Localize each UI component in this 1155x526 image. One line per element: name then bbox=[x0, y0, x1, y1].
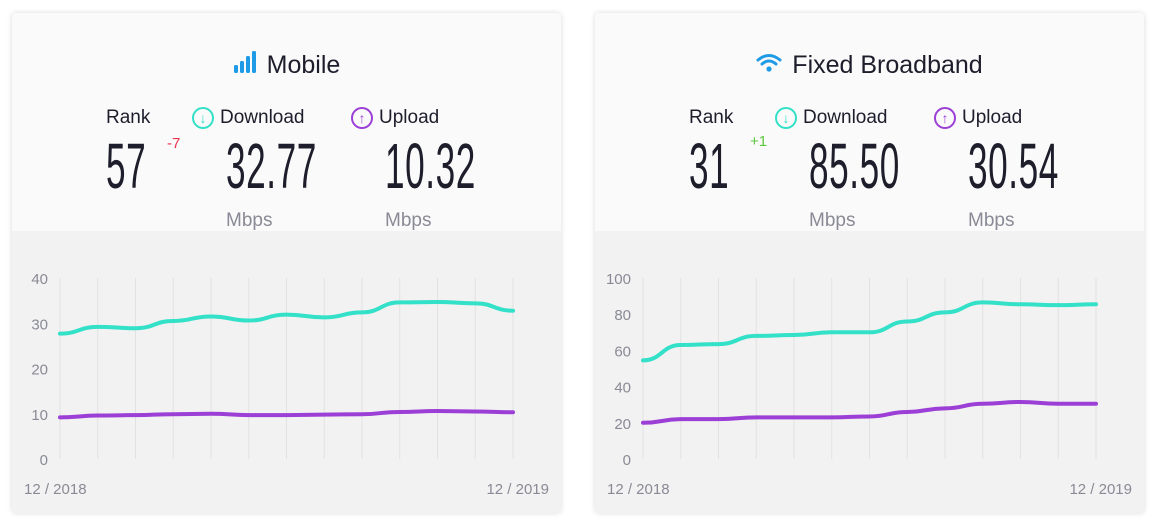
download-value: 32.77 bbox=[226, 130, 317, 202]
y-tick-label: 30 bbox=[31, 316, 48, 333]
download-label: Download bbox=[220, 107, 305, 128]
y-tick-label: 10 bbox=[31, 407, 48, 424]
x-tick-label: 12 / 2018 bbox=[607, 481, 670, 498]
wifi-icon bbox=[756, 51, 782, 80]
download-series-line bbox=[58, 299, 515, 336]
fixed-broadband-card: Fixed Broadband Rank 31 +1 ↓ Download 85.… bbox=[595, 13, 1144, 513]
card-title-text: Fixed Broadband bbox=[792, 51, 983, 79]
rank-change: +1 bbox=[750, 133, 768, 150]
rank-metric: Rank 31 bbox=[689, 106, 762, 198]
download-metric: ↓ Download 32.77 Mbps bbox=[192, 106, 391, 231]
y-tick-label: 60 bbox=[614, 343, 631, 360]
upload-value: 30.54 bbox=[968, 130, 1059, 202]
rank-change: -7 bbox=[167, 135, 181, 152]
card-title: Fixed Broadband bbox=[595, 51, 1144, 80]
card-header: Fixed Broadband Rank 31 +1 ↓ Download 85.… bbox=[595, 13, 1144, 231]
upload-unit: Mbps bbox=[968, 210, 1015, 231]
upload-series-line bbox=[58, 409, 515, 420]
y-tick-label: 80 bbox=[614, 307, 631, 324]
download-metric: ↓ Download 85.50 Mbps bbox=[775, 106, 974, 231]
card-title: Mobile bbox=[12, 51, 561, 80]
y-tick-label: 100 bbox=[606, 271, 631, 288]
y-tick-label: 20 bbox=[31, 362, 48, 379]
download-arrow-icon: ↓ bbox=[192, 107, 214, 129]
download-unit: Mbps bbox=[809, 210, 856, 231]
rank-value: 31 bbox=[689, 130, 730, 202]
upload-series-line bbox=[641, 399, 1098, 425]
card-title-text: Mobile bbox=[266, 51, 341, 79]
line-chart: 0 10 20 30 40 12 / 2018 12 / 2019 bbox=[24, 271, 549, 498]
download-arrow-icon: ↓ bbox=[775, 107, 797, 129]
upload-arrow-icon: ↑ bbox=[934, 107, 956, 129]
upload-unit: Mbps bbox=[385, 210, 432, 231]
upload-arrow-icon: ↑ bbox=[351, 107, 373, 129]
y-tick-label: 0 bbox=[623, 452, 631, 469]
card-header: Mobile Rank 57 -7 ↓ Download 32.77 Mbps ↑… bbox=[12, 13, 561, 231]
upload-label: Upload bbox=[962, 107, 1023, 128]
download-unit: Mbps bbox=[226, 210, 273, 231]
rank-label: Rank bbox=[689, 107, 734, 128]
download-value: 85.50 bbox=[809, 130, 900, 202]
y-tick-label: 20 bbox=[614, 416, 631, 433]
download-series-line bbox=[641, 300, 1098, 363]
download-label: Download bbox=[803, 107, 888, 128]
rank-label: Rank bbox=[106, 107, 151, 128]
x-tick-label: 12 / 2019 bbox=[1069, 481, 1132, 498]
rank-value: 57 bbox=[106, 130, 147, 202]
mobile-card: Mobile Rank 57 -7 ↓ Download 32.77 Mbps ↑… bbox=[12, 13, 561, 513]
y-tick-label: 40 bbox=[614, 380, 631, 397]
x-tick-label: 12 / 2018 bbox=[24, 481, 87, 498]
upload-metric: ↑ Upload 30.54 Mbps bbox=[934, 106, 1133, 231]
signal-bars-icon bbox=[233, 51, 257, 80]
upload-value: 10.32 bbox=[385, 130, 476, 202]
rank-metric: Rank 57 bbox=[106, 106, 179, 198]
upload-label: Upload bbox=[379, 107, 440, 128]
y-tick-label: 0 bbox=[40, 452, 48, 469]
x-tick-label: 12 / 2019 bbox=[486, 481, 549, 498]
upload-metric: ↑ Upload 10.32 Mbps bbox=[351, 106, 550, 231]
y-tick-label: 40 bbox=[31, 271, 48, 288]
line-chart: 0 20 40 60 80 100 12 / 2018 12 / 2019 bbox=[606, 271, 1132, 498]
